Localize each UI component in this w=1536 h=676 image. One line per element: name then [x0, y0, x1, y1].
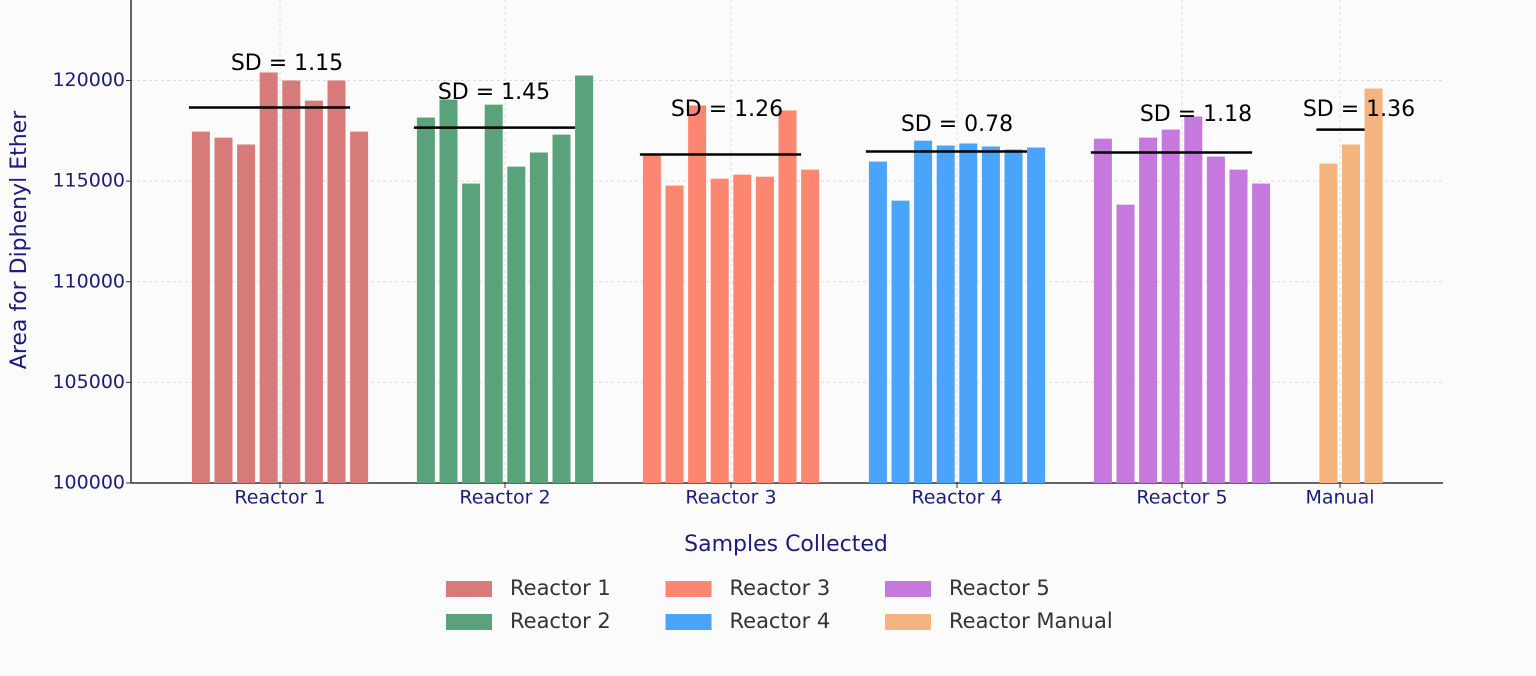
bar — [1319, 163, 1338, 483]
sd-label: SD = 1.15 — [231, 51, 343, 76]
y-tick-label: 115000 — [52, 170, 125, 192]
x-axis-label: Samples Collected — [684, 532, 888, 557]
bar — [282, 80, 301, 483]
x-tick-label: Reactor 5 — [1136, 487, 1227, 509]
bar — [733, 174, 752, 483]
bar — [529, 152, 548, 484]
bar — [484, 104, 503, 484]
bar — [1184, 116, 1203, 484]
bar — [688, 105, 707, 483]
bar — [755, 176, 774, 483]
bar — [1116, 204, 1135, 483]
x-tick-label: Manual — [1305, 487, 1374, 509]
legend-swatch — [885, 581, 931, 597]
bar — [1161, 129, 1180, 484]
bar — [304, 100, 323, 483]
bar — [891, 200, 910, 484]
bar — [642, 154, 661, 483]
legend-label: Reactor 5 — [949, 576, 1050, 600]
bar — [959, 143, 978, 483]
bar — [981, 146, 1000, 483]
bar — [439, 99, 458, 484]
bar — [350, 131, 369, 483]
legend-label: Reactor 2 — [510, 609, 611, 633]
bar — [1252, 183, 1271, 484]
bar — [1027, 147, 1046, 484]
legend-swatch — [665, 614, 712, 630]
sd-label: SD = 1.18 — [1140, 102, 1252, 127]
bar — [914, 140, 933, 483]
sd-label: SD = 1.26 — [671, 97, 783, 122]
legend-swatch — [446, 614, 492, 630]
x-tick-label: Reactor 1 — [234, 487, 325, 509]
legend-swatch — [885, 614, 931, 630]
bar — [1004, 149, 1023, 483]
x-tick-label: Reactor 4 — [911, 487, 1002, 509]
bar — [801, 169, 820, 483]
y-tick-label: 120000 — [52, 69, 125, 91]
bar — [868, 161, 887, 483]
legend-label: Reactor Manual — [949, 609, 1113, 633]
legend-label: Reactor 1 — [510, 576, 611, 600]
bar — [462, 183, 481, 484]
bar — [214, 137, 233, 483]
bar — [1342, 144, 1360, 483]
bar — [778, 110, 797, 483]
sd-label: SD = 1.36 — [1303, 97, 1415, 122]
bar — [936, 145, 955, 483]
y-axis-label: Area for Diphenyl Ether — [7, 110, 32, 369]
bar — [1139, 137, 1158, 483]
legend-swatch — [446, 581, 492, 597]
bar — [507, 166, 526, 483]
x-tick-label: Reactor 3 — [685, 487, 776, 509]
bar — [237, 144, 256, 483]
bar — [1229, 169, 1248, 483]
bar — [1093, 138, 1112, 483]
bar — [1206, 156, 1225, 483]
bar — [575, 75, 594, 483]
bar — [416, 117, 435, 483]
sd-label: SD = 1.45 — [438, 80, 550, 105]
bar — [552, 134, 571, 484]
bar — [710, 178, 729, 483]
y-tick-label: 110000 — [52, 270, 125, 292]
x-tick-label: Reactor 2 — [459, 487, 550, 509]
legend-label: Reactor 3 — [730, 576, 831, 600]
bar — [259, 72, 278, 483]
bar — [665, 185, 684, 484]
legend-label: Reactor 4 — [730, 609, 831, 633]
bar — [191, 131, 210, 483]
legend-swatch — [665, 581, 712, 597]
bar — [1364, 88, 1383, 484]
y-tick-label: 105000 — [52, 371, 125, 393]
bar — [327, 80, 346, 483]
sd-label: SD = 0.78 — [901, 112, 1013, 137]
y-tick-label: 100000 — [52, 472, 125, 494]
